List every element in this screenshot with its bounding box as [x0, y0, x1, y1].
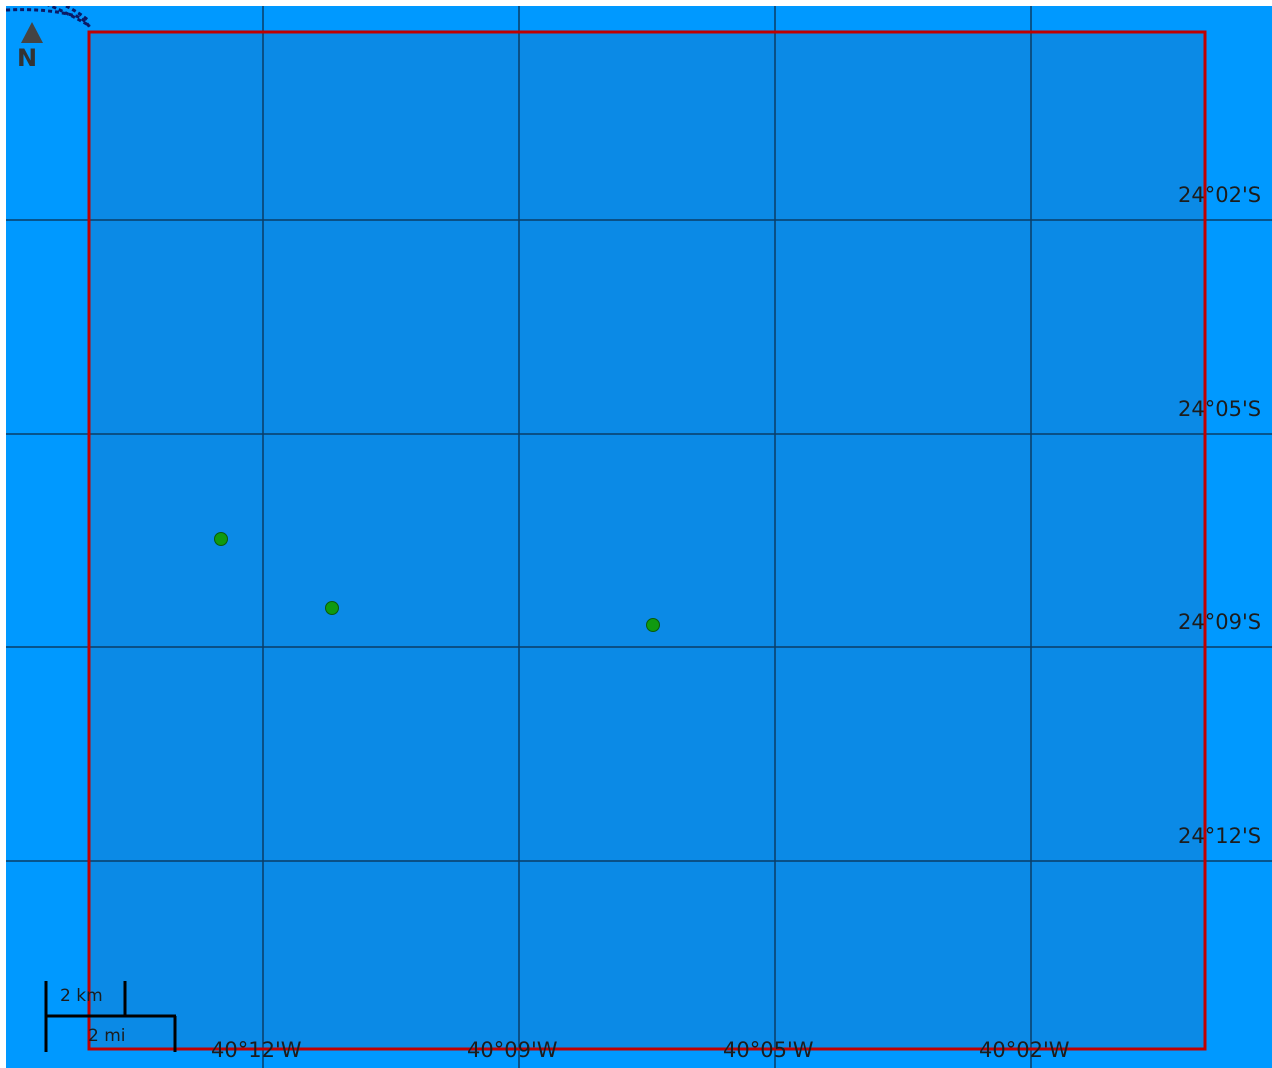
sample-point[interactable] [646, 618, 660, 632]
north-arrow-label: N [17, 44, 38, 72]
scale-bar-mi-label: 2 mi [88, 1026, 126, 1046]
latitude-label: 24°09'S [1178, 610, 1262, 634]
scale-bar [44, 981, 177, 1052]
sample-point[interactable] [214, 532, 228, 546]
scale-bar-km-label: 2 km [60, 986, 103, 1006]
longitude-label: 40°05'W [723, 1038, 814, 1062]
boundary-dashed-line-3 [65, 6, 89, 22]
map-canvas[interactable]: N 24°02'S 24°05'S 24°09'S 24°12'S 40°12'… [6, 6, 1272, 1068]
study-area-polygon [87, 30, 1207, 1051]
map-layer [6, 6, 1272, 1068]
sample-point[interactable] [325, 601, 339, 615]
north-arrow-icon [21, 22, 43, 43]
latitude-label: 24°02'S [1178, 183, 1262, 207]
latitude-label: 24°12'S [1178, 824, 1262, 848]
boundary-dashed-line-2 [46, 6, 91, 28]
boundary-dashed-line [6, 8, 92, 29]
study-area-border [87, 30, 1207, 1051]
longitude-label: 40°09'W [467, 1038, 558, 1062]
longitude-label: 40°02'W [979, 1038, 1070, 1062]
longitude-label: 40°12'W [211, 1038, 302, 1062]
latitude-label: 24°05'S [1178, 397, 1262, 421]
